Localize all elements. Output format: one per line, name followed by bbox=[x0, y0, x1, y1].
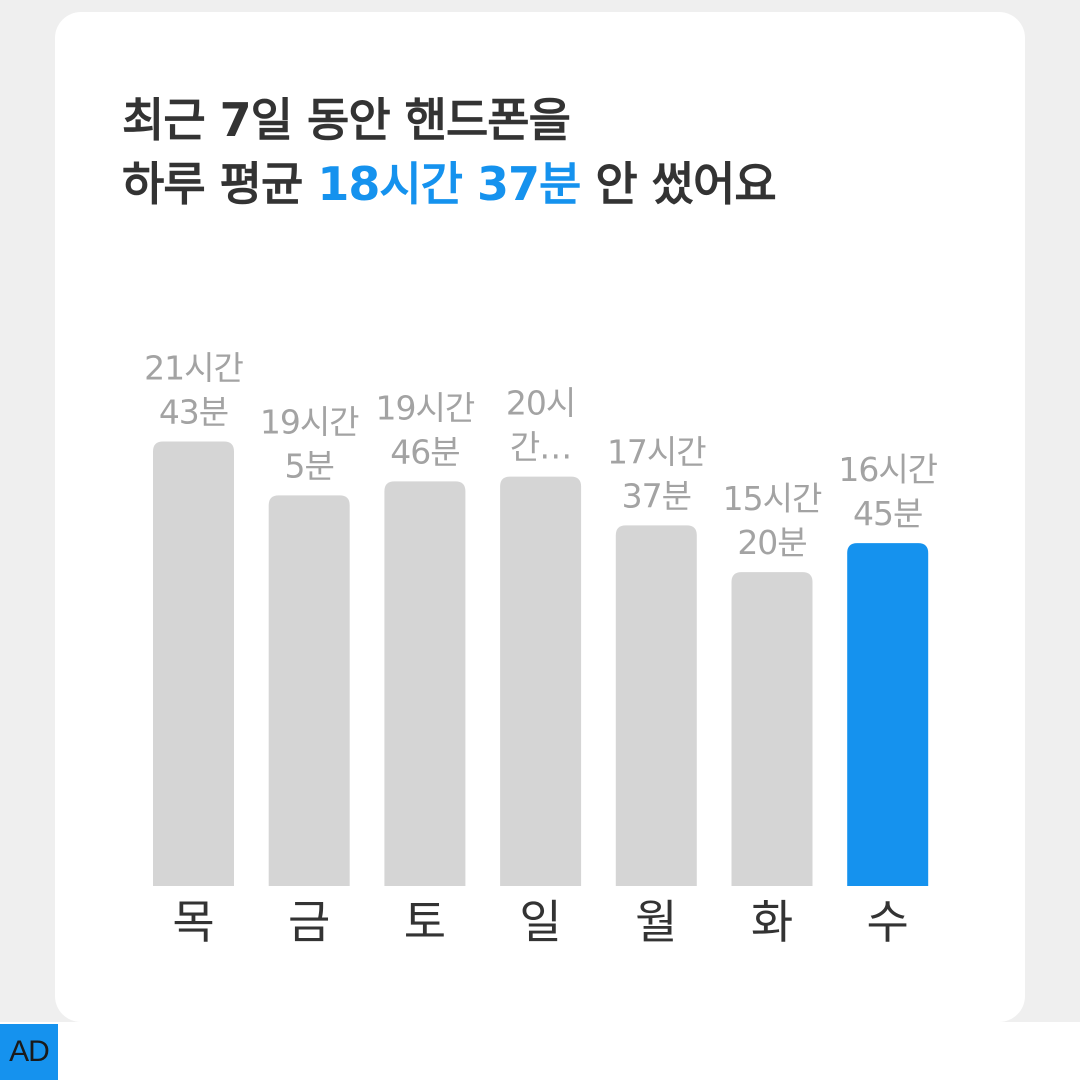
headline-line-2-suffix: 안 썼어요 bbox=[580, 157, 776, 211]
bar-4 bbox=[500, 476, 582, 886]
day-label-5: 월 bbox=[635, 895, 677, 949]
day-label-6: 화 bbox=[751, 895, 793, 949]
ad-banner[interactable] bbox=[0, 1022, 1080, 1080]
bar-1-value-label-line-2: 43분 bbox=[159, 392, 228, 431]
day-label-4: 일 bbox=[519, 895, 561, 949]
bar-5-value-label-line-1: 17시간 bbox=[607, 432, 706, 471]
bar-3-value-label-line-1: 19시간 bbox=[376, 388, 475, 427]
bar-7-value-label-line-2: 45분 bbox=[853, 494, 922, 533]
bar-3-value-label-line-2: 46분 bbox=[390, 432, 459, 471]
day-label-7: 수 bbox=[867, 895, 909, 949]
bar-6 bbox=[731, 572, 813, 886]
bar-5-value-label-line-2: 37분 bbox=[622, 476, 691, 515]
bar-2 bbox=[268, 495, 350, 886]
headline-average-time: 18시간 37분 bbox=[317, 157, 581, 211]
bar-1-value-label-line-1: 21시간 bbox=[144, 348, 243, 387]
headline-line-1: 최근 7일 동안 핸드폰을 bbox=[122, 93, 571, 147]
bar-3 bbox=[384, 481, 466, 886]
ad-badge[interactable]: AD bbox=[0, 1024, 58, 1080]
bar-2-value-label-line-1: 19시간 bbox=[260, 402, 359, 441]
day-label-2: 금 bbox=[288, 895, 330, 949]
bar-6-value-label-line-2: 20분 bbox=[737, 523, 806, 562]
bar-6-value-label-line-1: 15시간 bbox=[723, 479, 822, 518]
headline-line-2-prefix: 하루 평균 bbox=[122, 157, 318, 211]
bar-4-value-label-line-1: 20시 bbox=[506, 384, 575, 423]
bar-4-value-label-line-2: 간… bbox=[510, 428, 571, 467]
bar-5 bbox=[615, 525, 697, 886]
bar-2-value-label-line-2: 5분 bbox=[285, 446, 334, 485]
headline: 최근 7일 동안 핸드폰을 하루 평균 18시간 37분 안 썼어요 bbox=[122, 88, 777, 216]
bar-7-value-label-line-1: 16시간 bbox=[838, 450, 937, 489]
bar-1 bbox=[153, 441, 234, 886]
day-label-3: 토 bbox=[404, 895, 446, 949]
day-label-1: 목 bbox=[172, 895, 214, 949]
bar-7 bbox=[847, 543, 929, 886]
